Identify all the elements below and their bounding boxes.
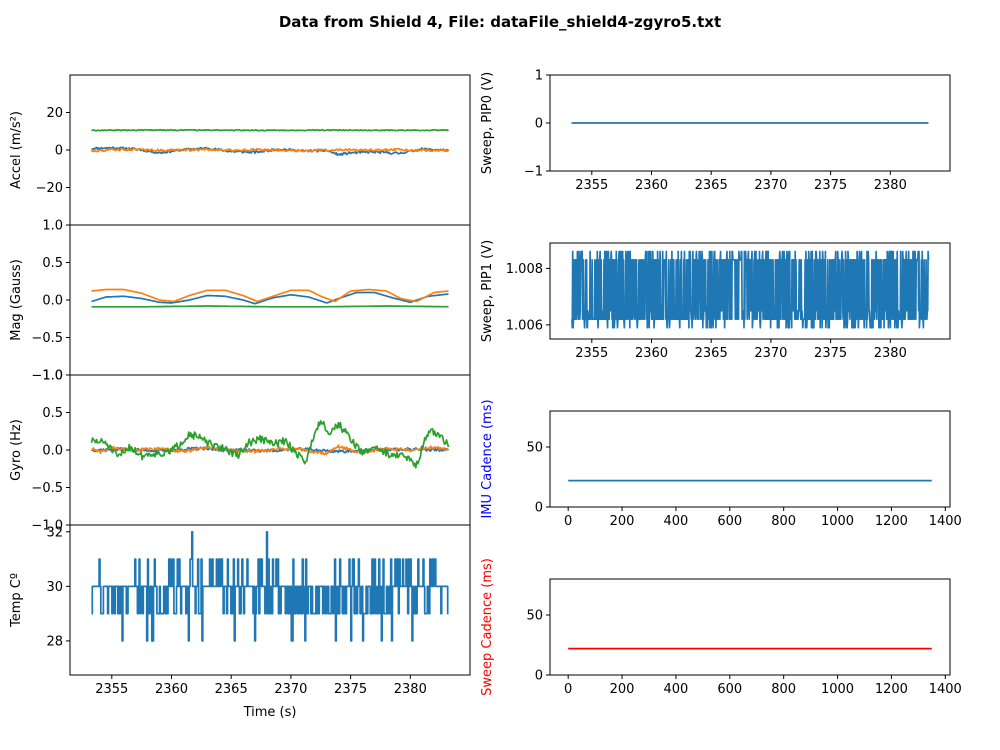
y-tick-label: 0.0 [42, 294, 63, 309]
y-tick-label: 0 [535, 501, 543, 516]
x-tick-label: 2365 [695, 178, 728, 193]
y-tick-label: 28 [46, 634, 63, 649]
plot-frame [69, 524, 471, 676]
x-tick-label: 2360 [155, 682, 188, 697]
x-tick-label: 2360 [635, 178, 668, 193]
y-tick-label: −1 [524, 165, 543, 180]
y-tick-label: −0.5 [31, 481, 63, 496]
x-tick-label: 2365 [215, 682, 248, 697]
chart-gyro: −1.0 −0.5 0.0 0.5 1.0 Gyro (Hz) [9, 369, 471, 534]
y-tick-label: −20 [36, 181, 63, 196]
plot-frame [549, 242, 951, 340]
x-tick-label: 600 [717, 514, 742, 529]
x-tick-label: 1400 [929, 514, 962, 529]
chart-imu_cadence: 0 50 0 200 400 600 800 1000 1200 1400 IMU Cadence … [480, 399, 962, 529]
x-axis-label: Time (s) [243, 705, 297, 720]
x-tick-label: 2380 [874, 346, 907, 361]
y-tick-label: 0.5 [42, 256, 63, 271]
x-tick-label: 2370 [754, 346, 787, 361]
chart-temp: 28 30 32 2355 2360 2365 2370 2375 2380 Temp Cº Tim… [9, 524, 471, 720]
chart-pip0: −1 0 1 2355 2360 2365 2370 2375 2380 Sweep, PIP0 … [480, 69, 951, 193]
y-tick-label: 1.0 [42, 219, 63, 234]
series-line-mag-x [91, 291, 449, 305]
y-tick-label: 0 [535, 669, 543, 684]
y-tick-label: 1.008 [506, 262, 543, 277]
x-tick-label: 0 [564, 514, 572, 529]
chart-sweep_cadence: 0 50 0 200 400 600 800 1000 1200 1400 Sweep Cadenc… [480, 558, 962, 697]
chart-mag: −1.0 −0.5 0.0 0.5 1.0 Mag (Gauss) [9, 219, 471, 384]
y-tick-label: 0 [535, 117, 543, 132]
series-line-mag-z [91, 305, 449, 308]
y-tick-label: 50 [526, 441, 543, 456]
x-tick-label: 2360 [635, 346, 668, 361]
series-line-accel-y [90, 147, 450, 153]
series-group [91, 288, 449, 308]
x-tick-label: 200 [610, 514, 635, 529]
x-tick-label: 1200 [875, 682, 908, 697]
figure-title: Data from Shield 4, File: dataFile_shiel… [279, 13, 721, 31]
y-axis-label: Sweep Cadence (ms) [480, 558, 495, 696]
series-group [90, 128, 450, 157]
x-tick-label: 2365 [695, 346, 728, 361]
y-axis-label: Sweep, PIP1 (V) [480, 240, 495, 342]
y-tick-label: −1.0 [31, 369, 63, 384]
y-axis-label: Temp Cº [9, 573, 24, 628]
x-tick-label: 2375 [334, 682, 367, 697]
y-axis-label: Accel (m/s²) [9, 111, 24, 189]
x-tick-label: 600 [717, 682, 742, 697]
x-tick-label: 800 [771, 682, 796, 697]
x-tick-label: 2355 [575, 178, 608, 193]
y-tick-label: 1 [535, 69, 543, 84]
x-tick-label: 200 [610, 682, 635, 697]
series-line-pip1 [571, 250, 930, 329]
series-line-accel-z [91, 128, 449, 132]
series-line-temperature [91, 530, 449, 642]
y-tick-label: 1.006 [506, 318, 543, 333]
series-line-mag-y [91, 288, 449, 303]
y-tick-label: 32 [46, 525, 63, 540]
series-line-gyro-y [91, 444, 450, 456]
y-tick-label: 0 [55, 144, 63, 159]
x-tick-label: 800 [771, 514, 796, 529]
y-tick-label: 50 [526, 609, 543, 624]
x-tick-label: 1000 [821, 682, 854, 697]
y-axis-label: Sweep, PIP0 (V) [480, 72, 495, 174]
x-tick-label: 2370 [754, 178, 787, 193]
y-tick-label: 0.5 [42, 406, 63, 421]
x-tick-label: 2380 [394, 682, 427, 697]
y-axis-label: IMU Cadence (ms) [480, 399, 495, 518]
y-tick-label: −0.5 [31, 331, 63, 346]
y-tick-label: −1.0 [31, 519, 63, 534]
series-group [90, 420, 450, 469]
y-tick-label: 20 [46, 106, 63, 121]
plot-frame [549, 578, 951, 676]
y-axis-label: Mag (Gauss) [9, 259, 24, 341]
y-axis-label: Gyro (Hz) [9, 419, 24, 481]
chart-accel: −20 0 20 Accel (m/s²) [9, 74, 471, 226]
x-tick-label: 0 [564, 682, 572, 697]
plot-frame [549, 410, 951, 508]
series-group [91, 530, 449, 642]
x-tick-label: 400 [664, 514, 689, 529]
x-tick-label: 1400 [929, 682, 962, 697]
y-tick-label: 30 [46, 580, 63, 595]
x-tick-label: 2380 [874, 178, 907, 193]
series-group [571, 250, 930, 329]
x-tick-label: 2375 [814, 178, 847, 193]
x-tick-label: 400 [664, 682, 689, 697]
x-tick-label: 2375 [814, 346, 847, 361]
x-tick-label: 2355 [95, 682, 128, 697]
y-tick-label: 0.0 [42, 444, 63, 459]
x-tick-label: 2370 [274, 682, 307, 697]
chart-pip1: 1.006 1.008 2355 2360 2365 2370 2375 2380 Sweep,… [480, 240, 951, 361]
x-tick-label: 2355 [575, 346, 608, 361]
y-tick-label: 1.0 [42, 369, 63, 384]
series-line-gyro-z [90, 420, 450, 469]
x-tick-label: 1200 [875, 514, 908, 529]
x-tick-label: 1000 [821, 514, 854, 529]
